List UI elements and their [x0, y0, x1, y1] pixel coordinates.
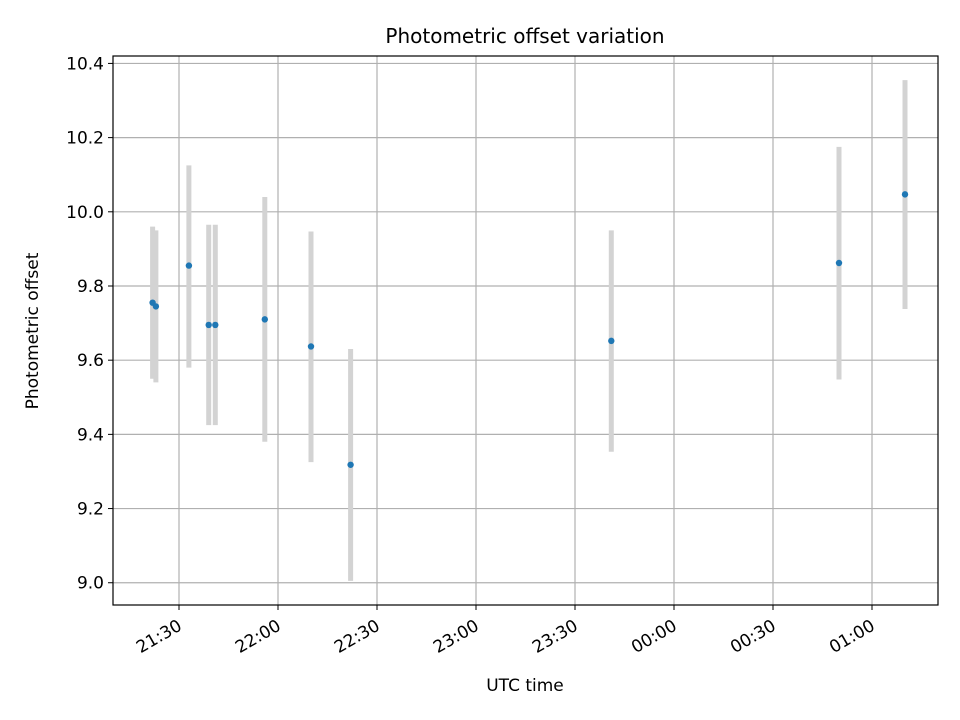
data-point: [901, 191, 909, 198]
data-point: [608, 337, 615, 345]
y-tick-label: 9.2: [77, 500, 104, 520]
data-points: [149, 191, 909, 468]
chart-title: Photometric offset variation: [385, 24, 664, 48]
data-point: [205, 321, 212, 329]
data-point: [185, 262, 193, 269]
y-tick-label: 10.4: [66, 54, 104, 74]
plot-frame: [112, 55, 939, 606]
data-point: [212, 321, 219, 329]
grid: [113, 56, 938, 605]
data-point: [261, 316, 268, 323]
y-tick-label: 9.4: [77, 425, 104, 445]
y-tick-label: 10.0: [66, 203, 104, 223]
y-tick-label: 9.8: [77, 277, 104, 297]
y-tick-label: 9.0: [77, 574, 104, 594]
data-point: [307, 343, 315, 350]
x-axis-title: UTC time: [486, 676, 564, 696]
y-tick-label: 9.6: [77, 351, 104, 371]
data-point: [152, 303, 160, 310]
data-point: [835, 259, 843, 267]
y-axis: 9.0 9.2 9.4 9.6 9.8 10.0 10.2 10.4: [66, 54, 113, 594]
data-point: [347, 461, 354, 468]
y-axis-title: Photometric offset: [23, 252, 43, 409]
y-tick-label: 10.2: [66, 129, 104, 149]
